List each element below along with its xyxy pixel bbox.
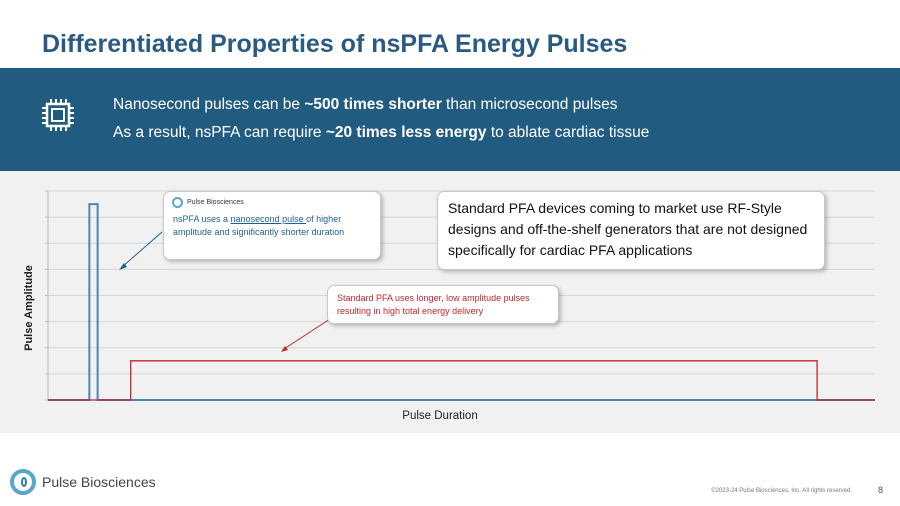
ns-callout-arrowhead [119, 263, 127, 270]
ns-text-pre: nsPFA uses a [173, 214, 231, 224]
nspfa-callout-text: nsPFA uses a nanosecond pulse of higher … [173, 213, 373, 239]
pulse-biosciences-mini-logo: Pulse Biosciences [172, 197, 244, 208]
pulse-logo-icon [172, 197, 183, 208]
callout-arrows [119, 231, 331, 352]
copyright-text: ©2023-24 Pulse Biosciences, Inc. All rig… [711, 488, 852, 494]
banner-line-2-bold: ~20 times less energy [325, 124, 487, 141]
banner-line-2-pre: As a result, nsPFA can require [113, 124, 326, 141]
mini-logo-text: Pulse Biosciences [187, 199, 244, 206]
y-axis-label: Pulse Amplitude [23, 265, 35, 351]
series-line-standard-pfa [48, 360, 875, 401]
banner-line-1-pre: Nanosecond pulses can be [113, 96, 305, 113]
banner-line-1-post: than microsecond pulses [441, 96, 618, 113]
banner-line-2: As a result, nsPFA can require ~20 times… [113, 124, 649, 142]
ns-text-post: of higher amplitude and significantly sh… [173, 214, 345, 237]
key-message-banner [0, 68, 900, 171]
banner-line-1: Nanosecond pulses can be ~500 times shor… [113, 96, 618, 114]
x-axis-label: Pulse Duration [402, 410, 478, 422]
ns-text-link: nanosecond pulse [230, 214, 307, 224]
pulse-logo-icon [10, 469, 36, 495]
rf-style-callout-text: Standard PFA devices coming to market us… [448, 200, 808, 258]
banner-line-1-bold: ~500 times shorter [304, 96, 442, 113]
standard-callout-arrowhead [281, 346, 288, 352]
footer-logo-text: Pulse Biosciences [42, 474, 156, 490]
ns-callout-arrow [121, 231, 163, 268]
nspfa-callout: Pulse Biosciences nsPFA uses a nanosecon… [163, 191, 381, 260]
pulse-biosciences-logo: Pulse Biosciences [10, 469, 156, 495]
slide-title: Differentiated Properties of nsPFA Energ… [42, 30, 628, 58]
standard-pfa-callout-text: Standard PFA uses longer, low amplitude … [337, 293, 530, 316]
banner-line-2-post: to ablate cardiac tissue [486, 124, 650, 141]
rf-style-callout: Standard PFA devices coming to market us… [437, 191, 825, 270]
page-number: 8 [878, 485, 884, 495]
standard-pfa-callout: Standard PFA uses longer, low amplitude … [327, 285, 559, 324]
standard-callout-arrow [283, 318, 331, 350]
chip-icon [42, 99, 74, 131]
